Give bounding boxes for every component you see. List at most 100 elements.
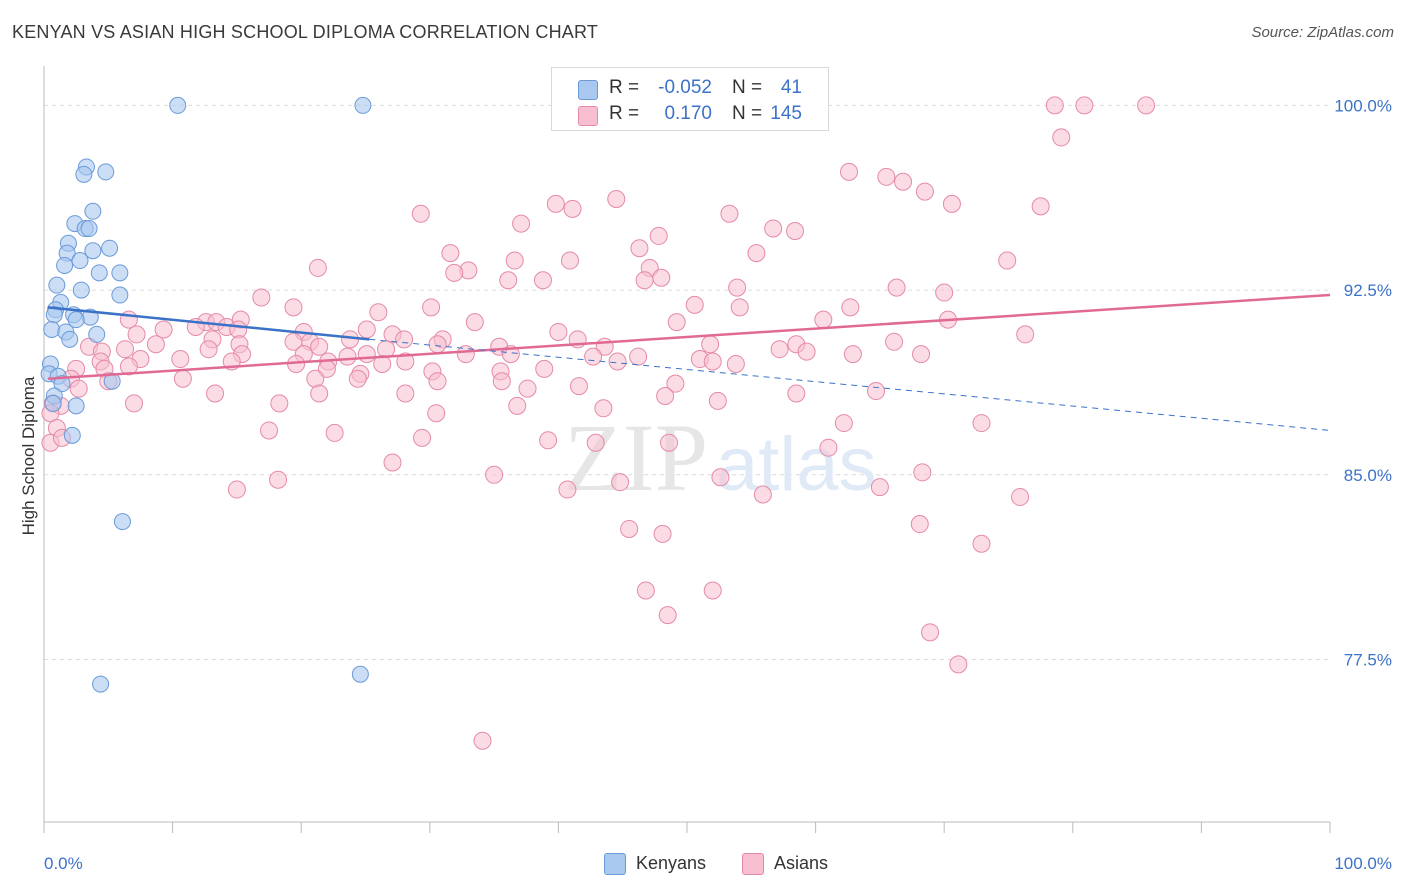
asian-point [146,335,165,354]
asian-point [834,414,853,433]
kenyans-r-label: R = [609,77,640,98]
asian-point [840,162,859,181]
asian-point [546,194,565,213]
asian-point [558,480,577,499]
asians-swatch [578,106,598,126]
asians-n-value: 145 [770,103,802,124]
asian-point [227,480,246,499]
asian-point [338,347,357,366]
asian-point [422,298,441,317]
asian-point [357,320,376,339]
asian-point [652,268,671,287]
kenyan-point [111,286,129,304]
asian-point [171,350,190,369]
asian-point [284,298,303,317]
kenyans-n-value: 41 [780,77,802,98]
chart-title: KENYAN VS ASIAN HIGH SCHOOL DIPLOMA CORR… [12,22,599,42]
asian-point [949,655,968,674]
asian-point [428,372,447,391]
asian-point [308,258,327,277]
kenyan-point [63,426,81,444]
asian-point [764,219,783,238]
kenyan-point [88,325,106,343]
asian-point [972,534,991,553]
asian-point [508,396,527,415]
asian-point [1031,197,1050,216]
asian-point [656,386,675,405]
asian-point [1045,96,1064,115]
asian-point [310,384,329,403]
asian-point [607,189,626,208]
asian-point [396,352,415,371]
asian-point [492,372,511,391]
asian-point [473,731,492,750]
kenyan-point [92,675,110,693]
asian-point [396,384,415,403]
asian-point [636,581,655,600]
asian-point [998,251,1017,270]
asian-point [411,204,430,223]
asian-point [730,298,749,317]
asian-trend-line [47,293,1331,380]
asian-point [659,433,678,452]
kenyan-point [44,394,62,412]
asian-point [887,278,906,297]
asian-point [260,421,279,440]
asian-point [518,379,537,398]
kenyan-point [84,242,102,260]
asian-point [711,468,730,487]
kenyan-point [101,239,119,257]
asian-point [206,384,225,403]
x-tick-label: 0.0% [44,854,83,873]
kenyan-point [53,375,71,393]
kenyan-point [351,665,369,683]
asian-point [703,581,722,600]
asian-point [620,519,639,538]
asian-point [383,453,402,472]
asian-point [797,342,816,361]
asians-r-value: 0.170 [664,103,712,124]
asian-point [428,335,447,354]
kenyan-point [90,264,108,282]
kenyan-point [169,96,187,114]
kenyan-point [71,252,89,270]
asian-point [533,271,552,290]
asian-point [629,347,648,366]
asian-point [913,463,932,482]
asian-point [413,428,432,447]
kenyan-point [113,513,131,531]
asian-point [666,374,685,393]
asian-point [653,524,672,543]
kenyan-point [75,165,93,183]
asian-point [935,283,954,302]
asian-point [69,379,88,398]
asian-point [373,354,392,373]
asian-point [584,347,603,366]
asian-point [726,354,745,373]
kenyans-n-label: N = [732,77,763,98]
asian-point [594,399,613,418]
asian-point [814,310,833,329]
asian-point [306,369,325,388]
bottom-kenyans-swatch [604,853,626,875]
asian-point [635,271,654,290]
asian-point [747,244,766,263]
asian-point [942,194,961,213]
asian-point [649,226,668,245]
asian-point [127,325,146,344]
watermark-zip: ZIP [564,404,708,511]
asian-point [535,359,554,378]
asian-point [310,337,329,356]
asian-point [720,204,739,223]
asian-point [116,340,135,359]
asian-point [770,340,789,359]
trend-lines [47,293,1331,431]
bottom-kenyans-label: Kenyans [636,853,707,873]
legend-row-asians: R = 0.170 N = 145 [552,100,828,128]
asian-point [841,298,860,317]
kenyan-point [61,330,79,348]
asian-point [395,330,414,349]
asian-point [427,404,446,423]
chart-source: Source: ZipAtlas.com [1251,24,1394,41]
asian-point [703,352,722,371]
